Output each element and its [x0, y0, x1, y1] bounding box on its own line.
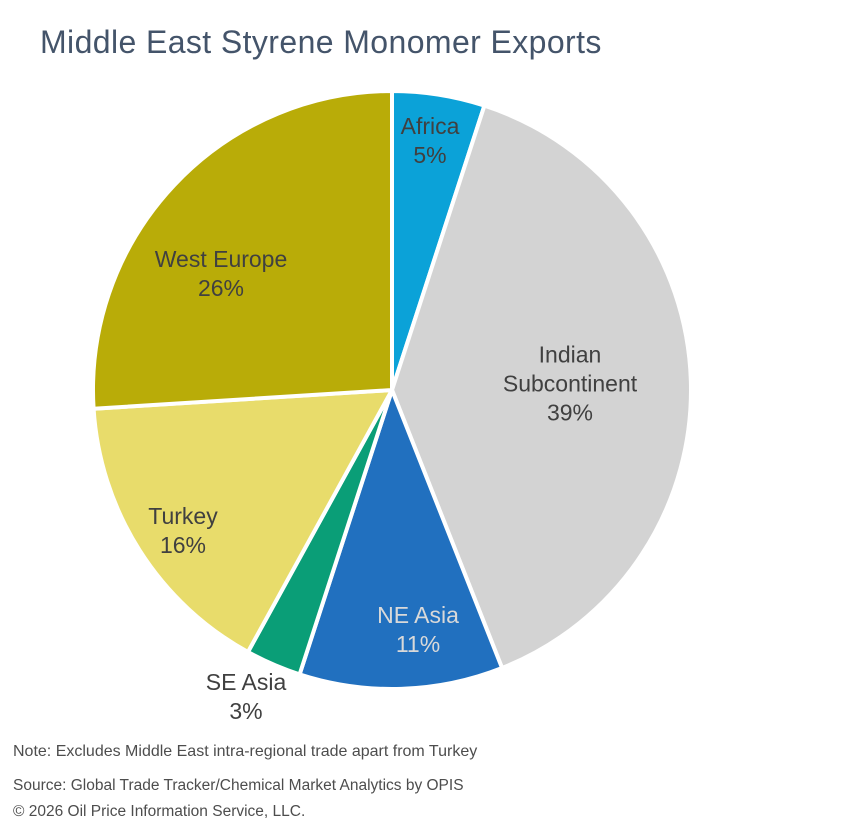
pie-slice-turkey — [91, 388, 394, 655]
chart-note: Note: Excludes Middle East intra-regiona… — [13, 743, 478, 760]
pie-slice-indian-subcontinent — [390, 103, 693, 671]
chart-source: Source: Global Trade Tracker/Chemical Ma… — [13, 777, 464, 794]
pie-slice-west-europe — [91, 89, 394, 411]
pie-slice-ne-asia — [297, 388, 505, 691]
chart-copyright: © 2026 Oil Price Information Service, LL… — [13, 803, 306, 820]
chart-title: Middle East Styrene Monomer Exports — [40, 24, 602, 60]
pie-slices-group — [91, 89, 693, 691]
